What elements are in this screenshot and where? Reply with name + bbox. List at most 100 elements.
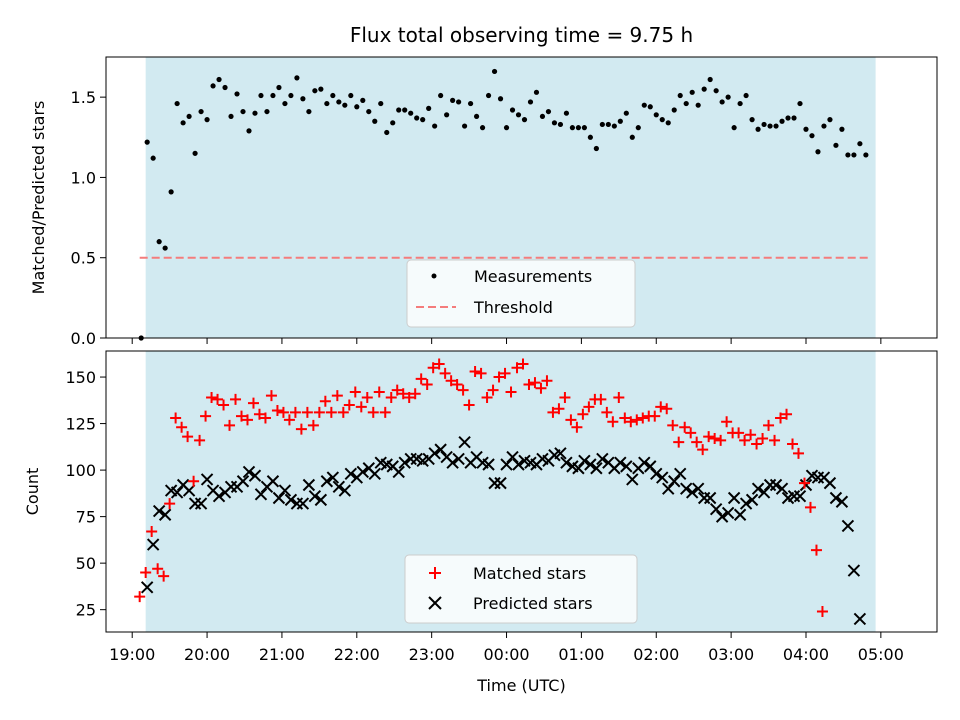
predicted-star-point [332,480,346,494]
matched-star-point [373,386,385,398]
matched-star-point [787,438,799,450]
predicted-star-point [554,447,567,460]
matched-star-point [343,399,355,411]
predicted-star-point [739,497,753,510]
y-tick-label: 1.0 [71,168,96,187]
matched-star-point [571,421,583,433]
x-tick-label: 19:00 [109,645,155,664]
measurement-point [569,125,576,131]
matched-star-point [481,392,493,404]
predicted-star-point [266,475,280,488]
measurement-point [390,120,396,126]
predicted-star-point [847,564,861,577]
matched-star-point [595,393,607,405]
measurement-point [420,117,426,123]
matched-star-point [523,378,535,390]
matched-star-point [793,447,804,459]
matched-star-point [415,373,427,385]
measurement-point [797,100,803,107]
predicted-star-point [691,482,705,495]
y-tick-label: 25 [76,601,96,620]
predicted-star-point [152,504,166,518]
matched-star-point [457,384,469,396]
predicted-star-point [356,465,369,479]
matched-star-point [439,367,451,379]
predicted-star-point [596,452,609,466]
measurement-point [833,142,839,148]
measurement-point [617,118,623,124]
predicted-star-point [644,460,657,473]
x-tick-label: 04:00 [783,645,829,664]
measurement-point [156,239,162,245]
measurement-point [623,110,629,116]
predicted-star-point [769,478,783,492]
predicted-star-point [344,467,358,481]
legend-measurements-label: Measurements [474,267,592,286]
predicted-star-point [799,478,813,492]
measurement-point [348,92,354,99]
measurement-point [168,189,174,195]
matched-star-point [385,392,397,404]
measurement-point [743,92,749,99]
measurement-point [432,123,438,129]
predicted-star-point [662,482,675,495]
measurement-point [671,107,677,113]
matched-star-point [493,371,505,383]
matched-star-point [367,406,379,418]
measurement-point [264,108,270,115]
measurement-point [162,245,168,251]
measurement-point [659,117,665,123]
matched-star-point [613,392,625,404]
predicted-star-point [302,478,316,492]
y-tick-label: 0.0 [71,329,96,348]
predicted-star-point [703,491,717,505]
measurement-point [330,92,336,99]
predicted-star-point [614,456,627,469]
x-tick-label: 02:00 [633,645,679,664]
measurement-point [533,89,540,95]
matched-star-point [649,410,661,422]
matched-star-point [763,419,775,431]
top-legend-box [406,259,636,328]
matched-star-point [631,414,643,426]
predicted-star-point [308,489,322,503]
measurement-point [288,92,294,99]
measurement-point [384,129,390,136]
predicted-star-point [182,484,196,497]
matched-star-point [355,401,367,413]
measurement-point [611,123,617,129]
measurement-point [539,113,546,120]
matched-star-point [236,410,248,422]
measurement-point [839,126,845,132]
measurement-point [222,84,228,91]
matched-star-point [810,544,822,556]
measurement-point [647,104,653,110]
matched-star-point [224,419,236,431]
predicted-star-point [200,473,214,486]
measurement-point [845,152,851,158]
matched-star-point [313,406,325,418]
measurement-point [150,155,156,161]
predicted-star-point [685,486,699,499]
bottom-plot-frame [105,350,938,633]
measurement-point [444,112,450,118]
matched-star-point [577,408,589,420]
matched-star-point [289,406,301,418]
predicted-star-point [368,467,381,481]
matched-star-point [703,431,715,443]
matched-star-point [529,377,541,389]
measurement-point [545,108,552,115]
measurement-point [653,112,659,118]
matched-star-point [775,412,787,424]
bottom-panel: 25 50 75 100 125 150 19:00 20:00 21:00 22:00 23:0… [23,350,938,695]
predicted-star-point [296,497,310,510]
matched-star-point [733,427,745,439]
matched-star-points [134,358,828,618]
predicted-star-point [236,475,250,488]
predicted-star-point [158,508,172,521]
matched-star-point [325,406,337,418]
matched-star-point [655,401,667,413]
measurement-point [354,104,360,110]
measurement-point [252,110,258,116]
measurement-point [324,100,330,107]
